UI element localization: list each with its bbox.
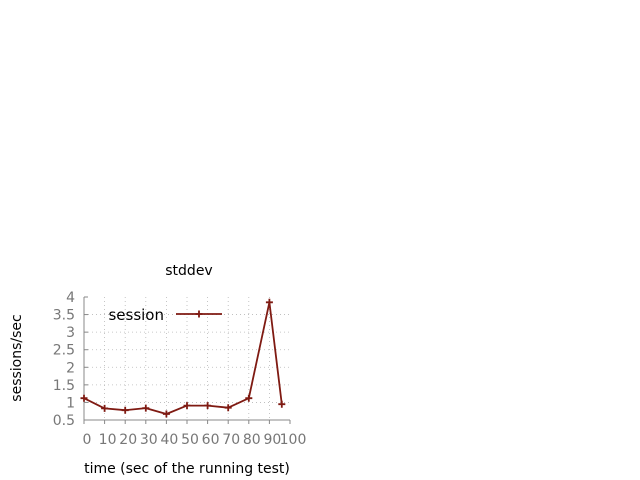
legend: session <box>108 306 222 324</box>
legend-label-session: session <box>108 306 164 324</box>
y-tick-label: 3 <box>66 325 75 341</box>
data-point <box>278 400 286 408</box>
data-point <box>204 402 212 410</box>
data-point <box>121 406 129 414</box>
y-axis-label: sessions/sec <box>9 314 25 401</box>
x-tick-label: 90 <box>263 432 281 448</box>
x-tick-label: 60 <box>202 432 220 448</box>
data-point <box>265 298 273 306</box>
data-point <box>162 410 170 418</box>
y-tick-label: 2.5 <box>53 343 75 359</box>
legend-marker-session <box>195 310 203 318</box>
data-point <box>80 394 88 402</box>
data-point <box>245 394 253 402</box>
data-point <box>183 402 191 410</box>
data-point <box>101 404 109 412</box>
x-axis-label: time (sec of the running test) <box>84 461 290 477</box>
y-tick-label: 2 <box>66 360 75 376</box>
x-tick-label: 100 <box>280 432 307 448</box>
data-point <box>142 404 150 412</box>
grid <box>84 297 290 420</box>
x-tick-label: 40 <box>160 432 178 448</box>
y-tick-label: 4 <box>66 290 75 306</box>
chart-title: stddev <box>165 263 212 279</box>
y-tick-label: 1.5 <box>53 378 75 394</box>
x-tick-label: 70 <box>222 432 240 448</box>
x-tick-label: 20 <box>119 432 137 448</box>
x-tick-label: 0 <box>83 432 92 448</box>
y-tick-label: 3.5 <box>53 308 75 324</box>
y-tick-label: 1 <box>66 395 75 411</box>
data-point <box>224 404 232 412</box>
x-tick-label: 10 <box>99 432 117 448</box>
x-tick-label: 50 <box>181 432 199 448</box>
y-tick-label: 0.5 <box>53 413 75 429</box>
x-tick-label: 30 <box>140 432 158 448</box>
y-ticks: 0.5 11.5 22.5 33.5 4 <box>53 290 88 429</box>
series-group <box>80 298 286 418</box>
x-tick-label: 80 <box>243 432 261 448</box>
